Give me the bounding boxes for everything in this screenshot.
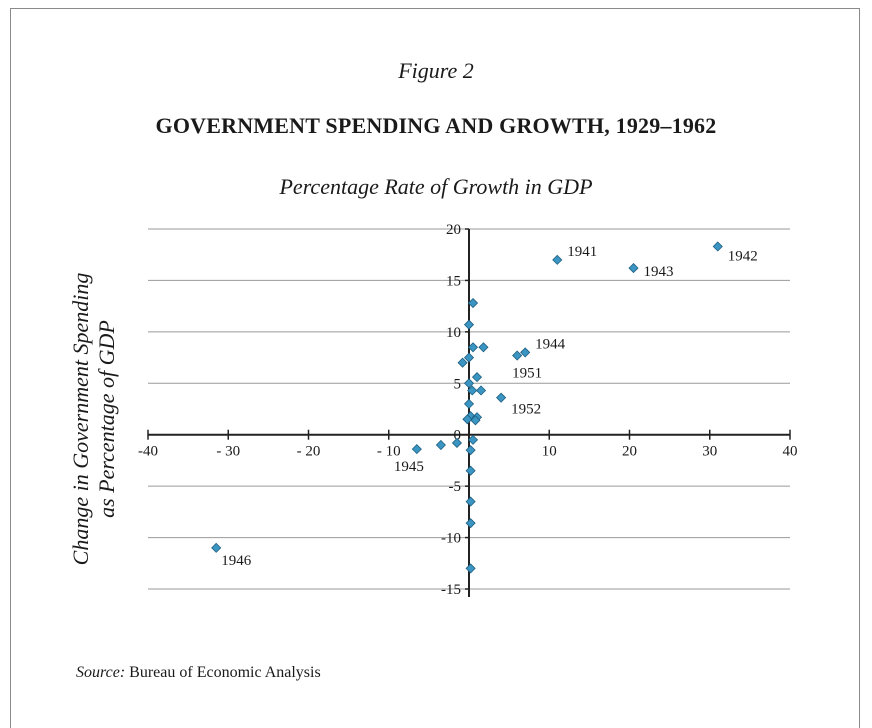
data-point <box>471 372 483 383</box>
y-tick-label: 0 <box>454 428 462 444</box>
y-tick-label: 15 <box>446 273 461 289</box>
point-label: 1951 <box>512 366 542 382</box>
y-tick-label: -5 <box>449 479 462 495</box>
x-tick-label: 30 <box>702 444 717 460</box>
data-point <box>552 254 563 265</box>
data-point <box>467 342 479 353</box>
y-tick-label: -15 <box>441 582 461 598</box>
x-tick-label: 10 <box>542 444 557 460</box>
data-point <box>467 297 479 309</box>
data-point <box>211 542 222 553</box>
y-tick-label: 20 <box>446 222 461 238</box>
source-note: Source: Bureau of Economic Analysis <box>76 664 321 682</box>
point-label: 1942 <box>728 248 758 264</box>
data-point <box>463 378 475 389</box>
y-tick-label: 10 <box>446 325 461 341</box>
data-point <box>520 347 531 358</box>
data-point <box>465 445 476 456</box>
data-point <box>470 415 481 426</box>
figure-title: GOVERNMENT SPENDING AND GROWTH, 1929–196… <box>155 113 717 138</box>
data-point <box>411 444 422 455</box>
data-point <box>467 385 478 396</box>
data-point <box>463 398 475 409</box>
data-point <box>712 241 723 252</box>
data-point <box>465 518 476 529</box>
data-point <box>435 439 446 451</box>
y-axis-title-line: as Percentage of GDP <box>94 320 119 518</box>
figure-frame <box>10 8 860 728</box>
data-point <box>463 352 475 363</box>
point-label: 1944 <box>535 336 566 352</box>
x-tick-label: - 10 <box>377 444 401 460</box>
scatter-chart: -40 - 30 - 20 - 10 10 20 30 40 20 15 10 5 0 -5 -10 -15 C… <box>68 222 798 598</box>
data-point <box>475 385 487 396</box>
y-tick-label: 5 <box>454 376 462 392</box>
x-tick-label: 40 <box>783 444 798 460</box>
source-text: Bureau of Economic Analysis <box>129 664 321 681</box>
data-point <box>462 414 473 425</box>
x-tick-label: -40 <box>138 444 158 460</box>
data-point <box>457 357 468 368</box>
data-point <box>512 350 523 361</box>
y-axis-title-line: Change in Government Spending <box>68 273 93 566</box>
point-label: 1943 <box>644 264 674 280</box>
data-point <box>451 437 463 449</box>
data-point <box>463 319 475 330</box>
point-label: 1945 <box>394 459 424 475</box>
data-point <box>465 563 476 574</box>
data-point <box>465 496 476 507</box>
source-label: Source: <box>76 664 126 681</box>
data-point <box>467 434 479 445</box>
point-label: 1952 <box>511 402 541 418</box>
point-label: 1946 <box>221 553 252 569</box>
point-label: 1941 <box>567 244 597 260</box>
x-tick-label: - 30 <box>216 444 240 460</box>
data-point <box>628 263 639 274</box>
data-point <box>478 342 489 353</box>
x-axis-title: Percentage Rate of Growth in GDP <box>279 174 593 199</box>
figure-label: Figure 2 <box>398 58 474 83</box>
x-tick-label: - 20 <box>297 444 321 460</box>
data-point <box>465 465 476 476</box>
x-tick-label: 20 <box>622 444 637 460</box>
y-tick-label: -10 <box>441 531 461 547</box>
data-point <box>496 392 507 403</box>
